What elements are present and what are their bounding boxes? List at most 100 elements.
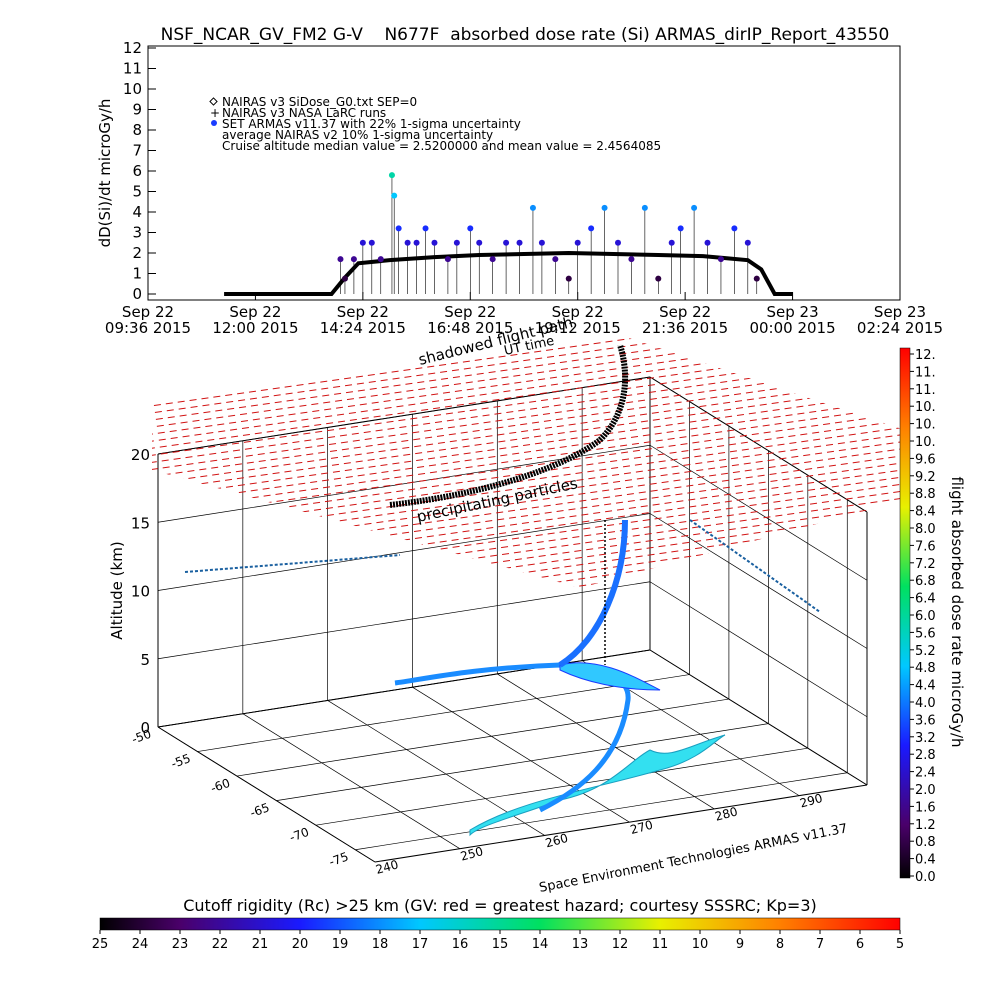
y-tick-label: 1 (132, 265, 142, 283)
armas-point (413, 239, 420, 246)
lat-tick-label: -75 (327, 849, 350, 869)
shadowed-path (389, 344, 629, 508)
armas-point (453, 239, 460, 246)
colorbar-tick-label: 7.2 (915, 557, 936, 572)
armas-point (655, 275, 662, 282)
y-tick-label: 4 (132, 203, 142, 221)
grid-line (236, 698, 729, 777)
armas-point (753, 275, 760, 282)
colorbar-tick-label: 2.4 (915, 766, 936, 781)
colorbar-tick-label: 10. (915, 418, 936, 433)
colorbar-tick-label: 7.6 (915, 539, 936, 554)
page-title: NSF_NCAR_GV_FM2 G-V N677F absorbed dose … (161, 25, 890, 45)
colorbar-tick-label: 10 (692, 937, 709, 952)
box-edge (374, 784, 868, 863)
flight-path-turn (559, 662, 661, 691)
y-tick-label: 6 (132, 162, 142, 180)
projection-right (689, 519, 821, 613)
colorbar-tick-label: 24 (132, 937, 149, 952)
lon-tick-label: 270 (629, 818, 655, 837)
colorbar-tick-label: 4.0 (915, 696, 936, 711)
armas-point (529, 204, 536, 211)
legend-label: NAIRAS v3 SiDose_G0.txt SEP=0 (222, 95, 417, 109)
colorbar-tick-label: 10. (915, 435, 936, 450)
colorbar-tick-label: 22 (212, 937, 229, 952)
colorbar-tick-label: 19 (332, 937, 349, 952)
grid-line (412, 686, 630, 823)
armas-point (641, 204, 648, 211)
armas-point (628, 256, 635, 263)
y-tick-label: 11 (123, 60, 142, 78)
colorbar-tick-label: 6 (856, 937, 864, 952)
armas-point (467, 225, 474, 232)
armas-point (601, 204, 608, 211)
y-tick-label: 8 (132, 121, 142, 139)
lon-tick-label: 240 (374, 857, 400, 876)
x-tick-label: Sep 23 02:24 2015 (856, 303, 944, 337)
z-tick-label: 15 (131, 514, 150, 532)
legend-label: SET ARMAS v11.37 with 22% 1-sigma uncert… (222, 117, 521, 131)
colorbar-tick-label: 8.0 (915, 522, 936, 537)
colorbar-tick-label: 0.8 (915, 835, 936, 850)
x-tick-label: Sep 22 12:00 2015 (212, 303, 299, 337)
plot-frame (147, 45, 901, 301)
x-tick-label: Sep 22 19:12 2015 (534, 303, 621, 337)
colorbar (99, 917, 901, 931)
grid-line (276, 723, 769, 801)
armas-point (677, 225, 684, 232)
y-tick-label: 10 (123, 80, 142, 98)
armas-point (565, 275, 572, 282)
z-tick-label: 20 (131, 446, 150, 464)
lat-tick-label: -65 (248, 800, 271, 820)
colorbar-tick-label: 0.4 (915, 853, 936, 868)
colorbar-tick-label: 12 (612, 937, 629, 952)
colorbar-tick-label: 16 (452, 937, 469, 952)
armas-point (588, 225, 595, 232)
colorbar-tick-label: 14 (532, 937, 549, 952)
lat-tick-label: -70 (288, 825, 311, 845)
grid-line (157, 649, 651, 728)
colorbar-tick-label: 7 (816, 937, 824, 952)
y-tick-label: 0 (132, 285, 142, 303)
armas-point (337, 256, 344, 263)
armas-point (350, 256, 357, 263)
lat-tick-label: -50 (130, 727, 153, 747)
x-tick-label: Sep 22 09:36 2015 (104, 303, 192, 337)
colorbar-tick-label: 3.6 (915, 713, 936, 728)
x-tick-label: Sep 22 21:36 2015 (642, 303, 729, 337)
colorbar-tick-label: 5.6 (915, 626, 936, 641)
grid-line (649, 581, 868, 718)
x-tick-label: Sep 22 16:48 2015 (427, 303, 514, 337)
colorbar-tick-label: 4.4 (915, 679, 936, 694)
colorbar-tick-label: 23 (172, 937, 189, 952)
legend-marker (211, 120, 217, 126)
colorbar-tick-label: 18 (372, 937, 389, 952)
y-tick-label: 2 (132, 244, 142, 262)
armas-point (388, 172, 395, 179)
grid-line (157, 581, 651, 660)
grid-line (497, 673, 715, 810)
colorbar-tick-label: 11. (915, 383, 936, 398)
colorbar-tick-label: 6.0 (915, 609, 936, 624)
colorbar-tick-label: 8 (776, 937, 784, 952)
legend-marker: + (210, 106, 220, 120)
grid-line (355, 772, 848, 851)
colorbar-tick-label: 1.2 (915, 818, 936, 833)
colorbar-tick-label: 21 (252, 937, 269, 952)
colorbar-tick-label: 9.2 (915, 470, 936, 485)
colorbar-tick-label: 9.6 (915, 452, 936, 467)
colorbar-tick-label: 5 (896, 937, 904, 952)
armas-point (377, 256, 384, 263)
z-tick-label: 5 (140, 651, 150, 669)
colorbar-tick-label: 4.8 (915, 661, 936, 676)
grid-line (315, 747, 808, 826)
grid-line (242, 713, 461, 850)
colorbar-tick-label: 8.8 (915, 487, 936, 502)
lon-tick-label: 250 (459, 844, 485, 863)
armas-point (574, 239, 581, 246)
armas-point (444, 256, 451, 263)
armas-point (395, 225, 402, 232)
lon-tick-label: 280 (713, 804, 739, 823)
